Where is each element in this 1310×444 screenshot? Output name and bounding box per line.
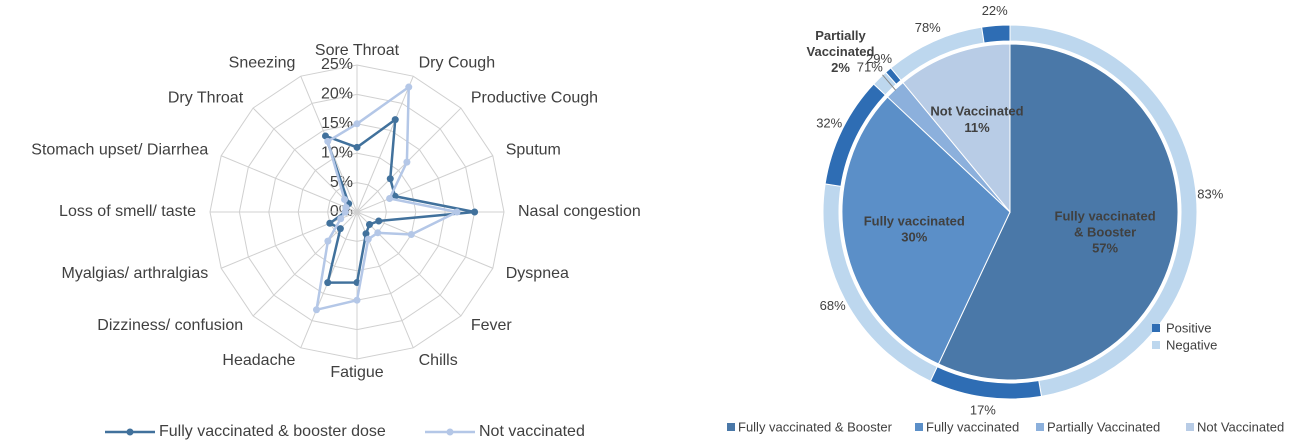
category-label: Myalgias/ arthralgias <box>62 265 209 282</box>
marker <box>353 120 361 128</box>
category-label: Dizziness/ confusion <box>97 317 243 334</box>
leader-line <box>882 74 897 91</box>
ring-label: 78% <box>915 20 941 35</box>
marker <box>386 175 394 183</box>
pie-slice <box>841 96 1011 365</box>
legend-label: Not Vaccinated <box>1197 419 1284 434</box>
slice-value: 30% <box>901 230 927 245</box>
marker <box>375 217 383 225</box>
ring-segment <box>981 24 1011 44</box>
y-tick-label: 25% <box>321 56 353 73</box>
y-tick-label: 15% <box>321 115 353 132</box>
spoke <box>356 211 462 317</box>
legend-swatch <box>1036 423 1044 431</box>
legend-swatch <box>1152 324 1160 332</box>
legend-label: Negative <box>1166 337 1217 352</box>
legend-swatch <box>915 423 923 431</box>
marker <box>337 215 345 223</box>
category-label: Sputum <box>506 142 561 159</box>
spoke <box>356 75 414 213</box>
legend-label: Fully vaccinated & booster dose <box>159 423 386 440</box>
marker <box>341 196 349 204</box>
marker <box>324 279 332 287</box>
legend-label: Fully vaccinated <box>926 419 1019 434</box>
ring-label: 17% <box>970 403 996 418</box>
marker <box>324 237 332 245</box>
ring-label: 71% <box>857 59 883 74</box>
slice-value: 57% <box>1092 241 1118 256</box>
category-label: Fever <box>471 317 513 334</box>
category-label: Nasal congestion <box>518 203 641 220</box>
marker <box>407 231 415 239</box>
category-label: Stomach upset/ Diarrhea <box>31 142 208 159</box>
marker <box>391 116 399 124</box>
slice-label: Fully vaccinated <box>864 214 965 229</box>
slice-label: Fully vaccinated & Booster <box>1055 209 1156 240</box>
category-label: Dry Cough <box>419 54 495 71</box>
slice-label: Not Vaccinated <box>930 104 1023 119</box>
marker <box>324 137 332 145</box>
legend-label: Not vaccinated <box>479 423 585 440</box>
legend-label: Partially Vaccinated <box>1047 419 1160 434</box>
marker <box>405 83 413 91</box>
category-label: Dry Throat <box>168 89 244 106</box>
category-label: Sneezing <box>229 54 296 71</box>
spoke <box>252 107 358 213</box>
category-label: Sore Throat <box>315 42 400 59</box>
marker <box>386 194 394 202</box>
ring-label: 83% <box>1197 186 1223 201</box>
marker <box>365 220 373 228</box>
marker <box>453 208 461 216</box>
ring-label: 68% <box>820 298 846 313</box>
category-label: Dyspnea <box>506 265 569 282</box>
y-tick-label: 20% <box>321 86 353 103</box>
legend-marker <box>446 428 454 436</box>
legend-swatch <box>1152 341 1160 349</box>
marker <box>336 225 344 233</box>
legend-marker <box>126 428 134 436</box>
marker <box>353 143 361 151</box>
pie-slice <box>937 43 1179 381</box>
legend-swatch <box>1186 423 1194 431</box>
legend-label: Fully vaccinated & Booster <box>738 419 893 434</box>
slice-value: 2% <box>831 60 850 75</box>
category-label: Headache <box>222 352 295 369</box>
category-label: Chills <box>419 352 458 369</box>
category-label: Fatigue <box>330 364 383 381</box>
legend-label: Positive <box>1166 320 1212 335</box>
marker <box>364 235 372 243</box>
category-label: Productive Cough <box>471 89 598 106</box>
marker <box>471 208 479 216</box>
ring-label: 22% <box>982 3 1008 18</box>
y-tick-label: 10% <box>321 144 353 161</box>
marker <box>326 219 334 227</box>
ring-label: 29% <box>866 51 892 66</box>
marker <box>353 296 361 304</box>
pie-slice <box>902 43 1011 214</box>
marker <box>374 229 382 237</box>
category-label: Loss of smell/ taste <box>59 203 196 220</box>
ring-label: 32% <box>816 116 842 131</box>
marker <box>362 230 370 238</box>
legend-swatch <box>727 423 735 431</box>
marker <box>342 203 350 211</box>
spoke <box>220 155 358 213</box>
spoke <box>356 155 494 213</box>
slice-label: Partially Vaccinated <box>807 28 875 59</box>
marker <box>321 132 329 140</box>
marker <box>403 158 411 166</box>
marker <box>312 306 320 314</box>
slice-value: 11% <box>964 120 990 135</box>
